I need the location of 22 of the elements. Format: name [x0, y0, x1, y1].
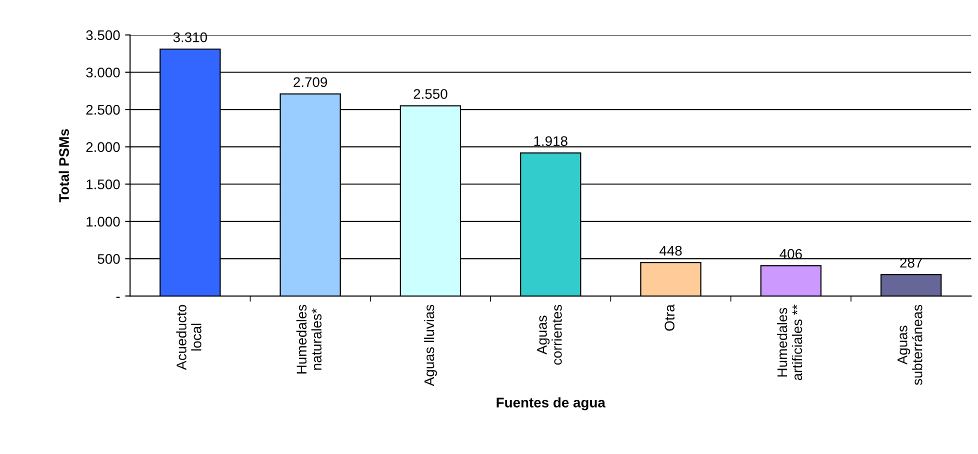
y-tick-label: 1.000 [86, 216, 120, 227]
data-label: 448 [660, 246, 682, 256]
data-label: 2.709 [294, 77, 328, 88]
x-tick-label: Acueducto local [176, 304, 202, 370]
y-tick-label: 2.000 [86, 142, 120, 152]
data-label: 406 [780, 248, 802, 259]
x-tick-label: Humedales artificiales ** [776, 304, 802, 380]
y-tick-label: 1.500 [86, 179, 120, 190]
x-tick-label: Aguas lluvias [424, 304, 437, 386]
y-tick-label: - [116, 296, 120, 298]
y-tick-label: 2.500 [86, 104, 120, 115]
y-axis-title: Total PSMs [58, 129, 69, 202]
data-label: 1.918 [534, 136, 568, 146]
x-tick-label: Aguas corrientes [537, 304, 562, 365]
x-tick-label: Otra [664, 304, 674, 331]
y-tick-label: 3.500 [86, 30, 120, 40]
y-tick-label: 3.000 [86, 68, 120, 78]
data-label: 2.550 [414, 89, 448, 99]
y-tick-label: 500 [98, 254, 120, 264]
x-axis-title: Fuentes de agua [496, 397, 606, 410]
x-tick-label: Aguas subterráneas [898, 304, 922, 386]
x-tick-label: Humedales naturales* [296, 304, 322, 374]
